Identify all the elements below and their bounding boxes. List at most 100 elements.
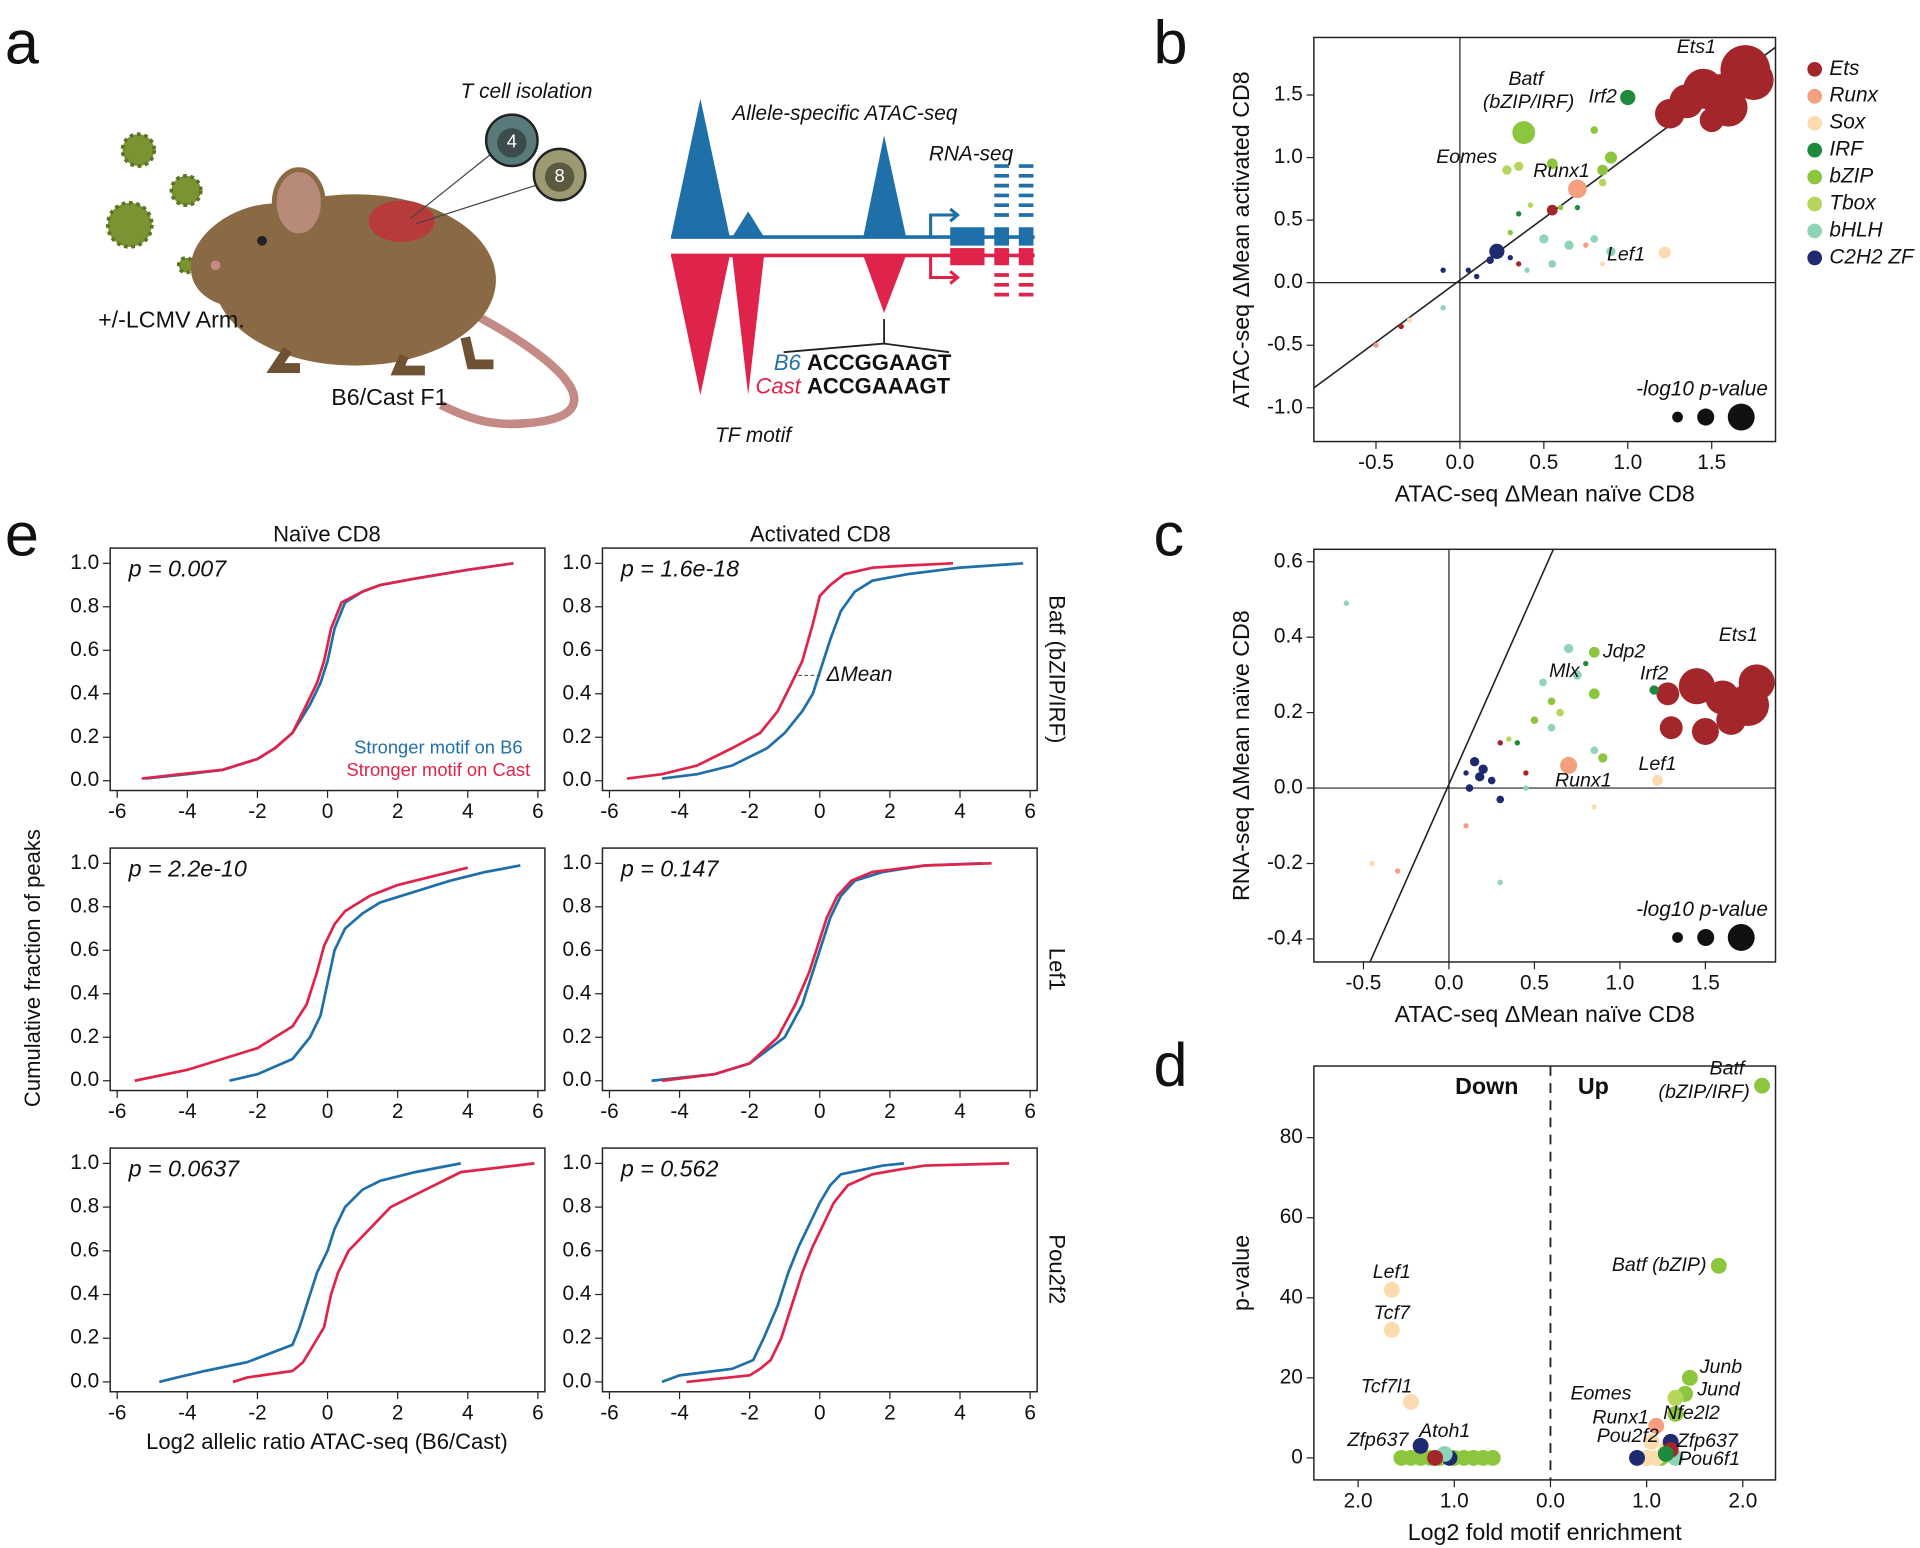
x-tick-label: 2 — [884, 1401, 896, 1424]
y-tick-label: 0.0 — [1274, 270, 1303, 293]
ecdf-line — [661, 1162, 905, 1384]
x-axis-title: ATAC-seq ΔMean naïve CD8 — [1395, 1001, 1695, 1027]
point — [1591, 804, 1597, 810]
x-tick-label: 2 — [884, 1100, 896, 1123]
x-tick-label: 0 — [814, 1100, 826, 1123]
row-label: Lef1 — [1045, 948, 1070, 991]
x-tick-label: -6 — [108, 800, 126, 823]
point — [1507, 229, 1513, 236]
point — [1497, 879, 1503, 886]
row-label: Batf (bZIP/IRF) — [1045, 595, 1070, 743]
chart: -6 -4 -2 0 2 4 6 0.0 0.2 0.4 0.6 0.8 1.0 p = 2.2e-10 — [70, 847, 546, 1123]
y-tick-label: -0.4 — [1267, 926, 1303, 949]
p-value-label: p = 1.6e-18 — [620, 555, 739, 581]
point — [1583, 242, 1589, 248]
y-tick-label: -0.5 — [1267, 333, 1303, 356]
schematic: 4 8 T cell isolation +/-LCMV Arm. B6/Cas… — [98, 80, 1035, 447]
x-tick-label: 0 — [322, 1100, 334, 1123]
y-tick-label: 0.6 — [563, 1238, 592, 1261]
x-tick-label: -0.5 — [1358, 451, 1394, 474]
point — [1657, 1445, 1674, 1462]
y-tick-label: 0.2 — [563, 725, 592, 748]
y-tick-label: -1.0 — [1267, 395, 1303, 418]
legend-label: Stronger motif on Cast — [347, 759, 531, 780]
b6-label: B6 — [774, 350, 802, 375]
point — [1463, 823, 1469, 829]
atac-peak-cast — [671, 255, 907, 396]
p-value-label: p = 0.562 — [620, 1155, 719, 1181]
point — [1484, 1449, 1501, 1466]
point-label: Eomes — [1436, 146, 1497, 168]
point-label: Mlx — [1549, 660, 1581, 682]
x-tick-label: 4 — [954, 800, 966, 823]
y-tick-label: 1.0 — [563, 1151, 592, 1174]
legend-swatch — [1807, 61, 1823, 77]
point-label: Jdp2 — [1602, 640, 1646, 662]
point — [1465, 784, 1474, 792]
point-label: Runx1 — [1592, 1407, 1649, 1429]
plot-frame — [1313, 548, 1777, 963]
exon — [950, 227, 985, 246]
legend-swatch — [1807, 250, 1823, 266]
point — [1590, 235, 1599, 243]
point — [1486, 256, 1494, 264]
column-title: Activated CD8 — [750, 522, 891, 547]
point — [1539, 234, 1549, 244]
fit-line — [1369, 549, 1555, 962]
mouse-nose — [210, 260, 221, 271]
size-legend-marker — [1727, 403, 1755, 431]
pointer — [409, 144, 503, 220]
x-tick-label: -4 — [670, 1100, 689, 1123]
y-tick-label: 0.8 — [563, 1195, 592, 1218]
point — [1716, 705, 1746, 735]
x-tick-label: 0 — [814, 800, 826, 823]
column-title: Naïve CD8 — [273, 522, 381, 547]
zoom-lines — [783, 319, 950, 354]
y-tick-label: 0.0 — [563, 1068, 592, 1091]
y-tick-label: 1.0 — [70, 851, 99, 874]
point — [1524, 267, 1530, 273]
point-label: Runx1 — [1533, 160, 1590, 182]
x-tick-label: 0 — [814, 1401, 826, 1424]
point — [1369, 860, 1375, 867]
y-tick-label: 0.6 — [1274, 549, 1303, 572]
point — [1515, 261, 1522, 267]
point-label: Batf (bZIP/IRF) — [1658, 1058, 1749, 1103]
point — [1440, 267, 1446, 273]
chart: -6 -4 -2 0 2 4 6 0.0 0.2 0.4 0.6 0.8 1.0 p = 0.0637 — [70, 1147, 546, 1424]
point — [1568, 179, 1587, 199]
y-tick-label: 80 — [1280, 1125, 1303, 1148]
exon — [1018, 227, 1034, 246]
y-tick-label: 60 — [1280, 1205, 1303, 1228]
point — [1691, 718, 1719, 745]
point-label: Batf (bZIP/IRF) — [1483, 68, 1574, 113]
point — [1474, 273, 1480, 280]
point-label: Eomes — [1570, 1382, 1631, 1404]
ecdf-line — [134, 866, 469, 1083]
cd8-label: 8 — [554, 165, 564, 186]
point — [1667, 1405, 1684, 1422]
x-tick-label: 0 — [322, 1401, 334, 1424]
point-label: Zfp637 — [1676, 1430, 1739, 1452]
chart: -0.5 0.0 0.5 1.0 1.5 -0.4 -0.2 0.0 0.2 0.4 0.6 ATAC… — [1228, 548, 1777, 1027]
chart: -6 -4 -2 0 2 4 6 0.0 0.2 0.4 0.6 0.8 1.0 p = 0.147 — [563, 847, 1038, 1123]
point-label: Batf (bZIP) — [1612, 1254, 1707, 1276]
size-legend-marker — [1727, 924, 1755, 951]
x-tick-label: 0.0 — [1445, 451, 1474, 474]
tf-motif-label: TF motif — [715, 424, 793, 447]
y-tick-label: 0.2 — [70, 1326, 99, 1349]
point — [1506, 736, 1512, 742]
legend-swatch — [1807, 88, 1823, 104]
x-tick-label: 4 — [462, 1401, 474, 1424]
region-label: Up — [1578, 1073, 1609, 1099]
x-tick-label: 6 — [532, 1401, 544, 1424]
point — [1383, 1281, 1400, 1298]
point — [1629, 1449, 1645, 1466]
legend-swatch — [1807, 196, 1823, 212]
point — [1539, 678, 1547, 687]
y-tick-label: 0.8 — [70, 894, 99, 917]
mouse-eye — [257, 235, 267, 246]
point — [1527, 202, 1534, 208]
panel-letter: a — [5, 8, 40, 76]
panel-letter: d — [1153, 1031, 1187, 1099]
